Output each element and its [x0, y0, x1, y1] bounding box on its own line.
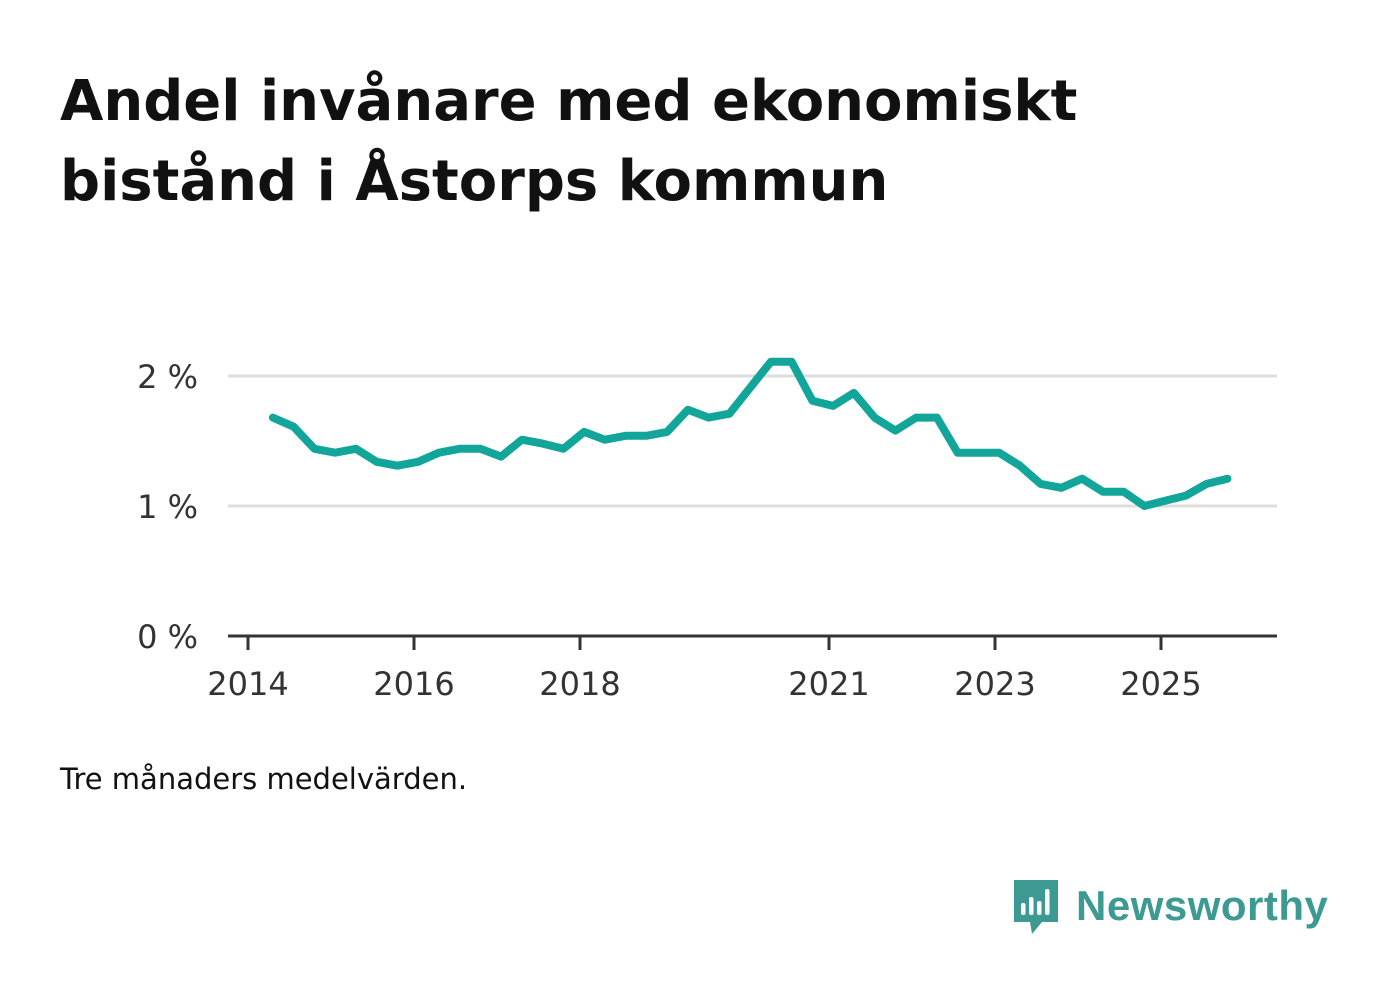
series-layer	[268, 357, 1232, 510]
x-tick-label-5: 2025	[1120, 665, 1201, 703]
x-axis-labels: 2014 2016 2018 2021 2023 2025	[207, 665, 1201, 703]
y-tick-label-0: 0 %	[137, 618, 198, 656]
x-tick-label-2: 2018	[539, 665, 620, 703]
gridlines	[228, 374, 1277, 508]
chart-title: Andel invånare med ekonomiskt bistånd i …	[60, 69, 1078, 214]
y-tick-label-1: 1 %	[137, 488, 198, 526]
brand-logo[interactable]: Newsworthy	[1010, 876, 1328, 936]
brand-name: Newsworthy	[1076, 882, 1329, 929]
series-line-0	[268, 357, 1232, 510]
y-tick-label-2: 2 %	[137, 358, 198, 396]
x-tick-label-4: 2023	[954, 665, 1035, 703]
y-axis-labels: 0 % 1 % 2 %	[137, 358, 198, 656]
x-tick-label-0: 2014	[207, 665, 288, 703]
x-tick-label-3: 2021	[788, 665, 869, 703]
newsworthy-logo-icon	[1014, 880, 1058, 934]
footnote: Tre månaders medelvärden.	[60, 762, 468, 796]
x-tick-label-1: 2016	[373, 665, 454, 703]
x-axis	[228, 634, 1277, 650]
